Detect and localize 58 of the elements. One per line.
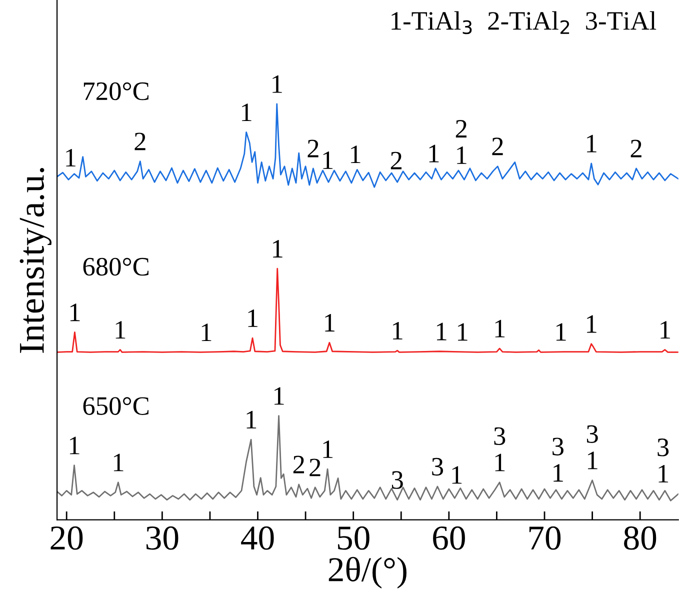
annotation: 1: [248, 309, 258, 327]
annotation: 2: [293, 456, 304, 474]
annotation: 1: [495, 454, 505, 472]
x-tick-label: 80: [624, 526, 656, 550]
annotation: 2: [630, 140, 642, 158]
annotation: 1: [457, 146, 466, 164]
series-label: 650°C: [83, 397, 148, 415]
annotation: 1: [246, 410, 256, 428]
annotation: 1: [273, 240, 282, 258]
annotation: 3: [432, 458, 444, 476]
annotation: 1: [658, 464, 668, 482]
annotation: 1: [429, 144, 439, 162]
annotation: 1: [452, 466, 462, 484]
annotation: 1: [554, 464, 563, 482]
annotation: 3: [586, 425, 598, 443]
text: 680°C: [83, 258, 148, 276]
annotation: 1: [660, 321, 670, 339]
annotation: 2: [492, 138, 503, 156]
x-axis-title: 2θ/(°): [328, 556, 406, 589]
x-tick-label: 20: [50, 526, 83, 550]
annotation: 1: [323, 151, 333, 169]
annotation: 1: [588, 452, 598, 470]
annotation: 1: [323, 440, 333, 458]
annotation: 1: [587, 134, 596, 152]
annotation: 1: [325, 314, 334, 332]
annotation: 1: [272, 75, 282, 93]
annotation: 2: [310, 458, 320, 476]
annotation: 1: [458, 323, 468, 341]
annotation: 1: [114, 454, 124, 472]
annotation: 3: [392, 471, 403, 489]
y-axis-title: Intensity/a.u.: [20, 168, 52, 353]
x-tick-label: 40: [241, 526, 274, 550]
text: 1-TiAl$_{3}$ 2-TiAl$_{2}$ 3-TiAl: [392, 11, 656, 34]
annotation: 1: [274, 387, 284, 405]
annotation: 3: [494, 427, 506, 446]
annotation: 1: [116, 321, 126, 339]
annotation: 1: [70, 304, 80, 322]
annotation: 2: [308, 140, 318, 158]
annotation: 1: [350, 146, 360, 164]
annotation: 1: [587, 315, 596, 333]
annotation: 3: [552, 438, 564, 456]
annotation: 1: [70, 436, 80, 454]
annotation: 1: [66, 148, 76, 166]
annotation: 2: [390, 152, 402, 170]
x-tick-label: 50: [338, 526, 370, 550]
annotation: 1: [393, 322, 402, 340]
annotation: 1: [556, 323, 566, 341]
annotation: 3: [658, 438, 669, 456]
annotation: 2: [134, 132, 146, 150]
x-tick-label: 60: [433, 526, 465, 550]
annotation: 1: [495, 320, 505, 338]
x-tick-label: 30: [146, 526, 178, 550]
x-tick-label: 70: [529, 526, 561, 550]
annotation: 1: [242, 104, 252, 122]
annotation: 2: [456, 120, 466, 138]
annotation: 1: [202, 324, 212, 342]
text: 720°C: [84, 82, 148, 100]
annotation: 1: [437, 322, 446, 340]
